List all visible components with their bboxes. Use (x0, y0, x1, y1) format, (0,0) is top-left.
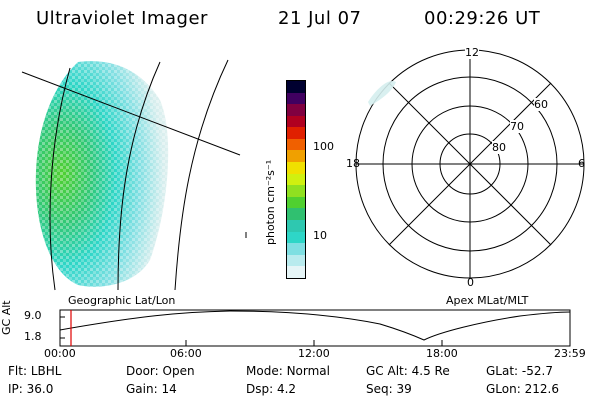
colorbar-segment (287, 104, 305, 116)
status-mode: Mode: Normal (246, 364, 330, 378)
polar-aurora-patch (368, 80, 396, 106)
mlt-label-6: 6 (578, 157, 585, 170)
date-label: 21 Jul 07 (278, 8, 362, 29)
colorbar-segment (287, 92, 305, 105)
colorbar-segment (287, 208, 305, 221)
colorbar-segment (287, 80, 305, 93)
timeline-y-tick-max: 9.0 (24, 309, 42, 322)
timeline-x-tick-3: 18:00 (426, 347, 458, 360)
polar-plot (355, 49, 585, 279)
altitude-curve (59, 310, 571, 341)
instrument-title: Ultraviolet Imager (36, 8, 208, 29)
colorbar-segment (287, 127, 305, 139)
colorbar-segment (287, 231, 305, 244)
status-door: Door: Open (126, 364, 195, 378)
colorbar-tick-100: 100 (313, 140, 334, 153)
mlt-label-0: 0 (467, 276, 474, 289)
colorbar-unit-label: photon cm⁻²s⁻¹ (264, 159, 277, 245)
status-glat: GLat: -52.7 (486, 364, 553, 378)
status-glon: GLon: 212.6 (486, 382, 559, 396)
status-seq: Seq: 39 (366, 382, 412, 396)
lat-label-80: 80 (492, 141, 506, 154)
status-gc-alt: GC Alt: 4.5 Re (366, 364, 450, 378)
colorbar-segment (287, 243, 305, 255)
timeline-x-tick-1: 06:00 (170, 347, 202, 360)
mlt-label-12: 12 (465, 46, 479, 59)
geographic-image (21, 59, 247, 291)
lat-label-70: 70 (510, 120, 524, 133)
colorbar-segment (287, 266, 305, 278)
polar-panel-label: Apex MLat/MLT (446, 294, 529, 307)
altitude-timeline (59, 309, 571, 347)
timeline-x-tick-4: 23:59 (554, 347, 586, 360)
colorbar-segment (287, 173, 305, 186)
status-filter: Flt: LBHL (8, 364, 62, 378)
geographic-grid-lines (21, 59, 241, 291)
colorbar (286, 80, 306, 279)
status-gain: Gain: 14 (126, 382, 177, 396)
mlt-label-18: 18 (346, 157, 360, 170)
colorbar-segment (287, 150, 305, 163)
colorbar-segment (287, 220, 305, 232)
colorbar-segment (287, 196, 305, 209)
timeline-x-tick-2: 12:00 (298, 347, 330, 360)
colorbar-segment (287, 254, 305, 267)
timeline-x-tick-0: 00:00 (44, 347, 76, 360)
colorbar-segment (287, 162, 305, 174)
timeline-y-label: GC Alt (0, 300, 13, 335)
timeline-y-tick-min: 1.8 (24, 330, 42, 343)
colorbar-segment (287, 115, 305, 128)
colorbar-segment (287, 138, 305, 151)
colorbar-tick-10: 10 (313, 229, 327, 242)
lat-label-60: 60 (534, 98, 548, 111)
geo-panel-label: Geographic Lat/Lon (68, 294, 176, 307)
colorbar-segment (287, 185, 305, 197)
status-ip: IP: 36.0 (8, 382, 54, 396)
time-label: 00:29:26 UT (424, 8, 541, 29)
status-dsp: Dsp: 4.2 (246, 382, 297, 396)
